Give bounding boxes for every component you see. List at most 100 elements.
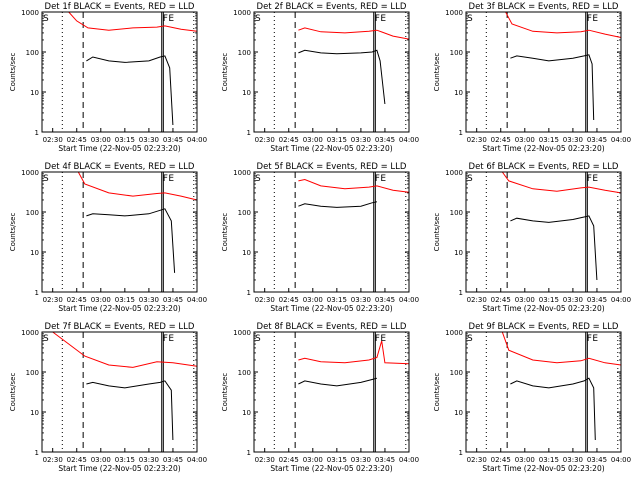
y-tick-label: 10 xyxy=(454,409,463,417)
x-tick-label: 04:00 xyxy=(399,136,419,144)
y-tick-label: 1000 xyxy=(233,169,251,177)
series-line-lld xyxy=(298,27,410,40)
marker-f-label: F xyxy=(163,174,168,184)
y-tick-label: 100 xyxy=(450,369,463,377)
x-axis-label: Start Time (22-Nov-05 02:23:20) xyxy=(482,304,604,313)
x-tick-label: 03:00 xyxy=(515,456,535,464)
x-tick-label: 02:45 xyxy=(279,456,299,464)
series-line-events xyxy=(86,55,174,126)
marker-f-label: F xyxy=(587,334,592,344)
series-line-lld xyxy=(501,331,622,366)
x-tick-label: 02:45 xyxy=(67,296,87,304)
detector-panel-8: Det 8f BLACK = Events, RED = LLD 1 10 100 10… xyxy=(221,322,419,473)
y-axis-label: Counts/sec xyxy=(221,213,229,252)
series-line-lld xyxy=(77,171,198,201)
y-tick-label: 1 xyxy=(35,449,39,457)
marker-e-label: E xyxy=(168,334,174,344)
y-tick-label: 1 xyxy=(459,449,463,457)
x-tick-label: 03:30 xyxy=(563,136,583,144)
series-line-events xyxy=(86,380,174,441)
x-tick-label: 04:00 xyxy=(611,296,631,304)
x-axis-label: Start Time (22-Nov-05 02:23:20) xyxy=(58,144,180,153)
y-tick-label: 1 xyxy=(459,129,463,137)
panel-title: Det 1f BLACK = Events, RED = LLD xyxy=(45,2,195,12)
marker-e-label: E xyxy=(592,14,598,24)
x-axis-label: Start Time (22-Nov-05 02:23:20) xyxy=(270,304,392,313)
y-tick-label: 1 xyxy=(459,289,463,297)
series-line-lld xyxy=(298,178,410,193)
y-tick-label: 10 xyxy=(454,89,463,97)
marker-e-label: E xyxy=(592,174,598,184)
marker-s-label: S xyxy=(255,14,261,24)
x-tick-label: 03:45 xyxy=(587,136,607,144)
series-line-lld xyxy=(505,11,622,38)
x-tick-label: 02:30 xyxy=(467,296,487,304)
y-tick-label: 1 xyxy=(247,129,251,137)
y-tick-label: 1000 xyxy=(233,9,251,17)
y-tick-label: 10 xyxy=(242,89,251,97)
y-tick-label: 10 xyxy=(30,249,39,257)
x-tick-label: 03:15 xyxy=(115,136,135,144)
x-tick-label: 03:45 xyxy=(587,456,607,464)
marker-e-label: E xyxy=(380,334,386,344)
x-tick-label: 03:30 xyxy=(139,456,159,464)
plot-frame xyxy=(41,331,198,453)
marker-s-label: S xyxy=(255,334,261,344)
y-axis-label: Counts/sec xyxy=(9,373,17,412)
marker-f-label: F xyxy=(587,14,592,24)
x-tick-label: 03:15 xyxy=(115,456,135,464)
y-tick-label: 100 xyxy=(450,209,463,217)
x-tick-label: 03:30 xyxy=(351,136,371,144)
plot-frame xyxy=(253,11,410,133)
series-line-events xyxy=(298,377,378,387)
y-tick-label: 100 xyxy=(450,49,463,57)
marker-s-label: S xyxy=(467,334,473,344)
x-tick-label: 03:00 xyxy=(515,296,535,304)
x-tick-label: 04:00 xyxy=(187,296,207,304)
x-tick-label: 02:45 xyxy=(67,456,87,464)
plot-frame xyxy=(465,11,622,133)
x-tick-label: 02:30 xyxy=(467,136,487,144)
y-tick-label: 10 xyxy=(242,409,251,417)
marker-f-label: F xyxy=(587,174,592,184)
detector-panel-2: Det 2f BLACK = Events, RED = LLD 1 10 100 10… xyxy=(221,2,419,153)
x-tick-label: 03:00 xyxy=(91,296,111,304)
detector-panel-5: Det 5f BLACK = Events, RED = LLD 1 10 100 10… xyxy=(221,162,419,313)
x-tick-label: 02:45 xyxy=(279,296,299,304)
x-tick-label: 04:00 xyxy=(187,136,207,144)
y-tick-label: 1000 xyxy=(445,169,463,177)
marker-e-label: E xyxy=(168,14,174,24)
x-axis-label: Start Time (22-Nov-05 02:23:20) xyxy=(58,464,180,473)
marker-s-label: S xyxy=(255,174,261,184)
x-tick-label: 03:30 xyxy=(563,296,583,304)
x-tick-label: 03:30 xyxy=(351,456,371,464)
x-tick-label: 03:15 xyxy=(327,296,347,304)
marker-e-label: E xyxy=(380,174,386,184)
x-tick-label: 02:30 xyxy=(255,136,275,144)
x-tick-label: 03:00 xyxy=(303,456,323,464)
detector-panel-7: Det 7f BLACK = Events, RED = LLD 1 10 100 10… xyxy=(9,322,207,473)
x-axis-label: Start Time (22-Nov-05 02:23:20) xyxy=(58,304,180,313)
y-tick-label: 10 xyxy=(242,249,251,257)
x-tick-label: 02:30 xyxy=(467,456,487,464)
y-tick-label: 1 xyxy=(35,129,39,137)
x-tick-label: 03:00 xyxy=(91,456,111,464)
y-tick-label: 10 xyxy=(30,409,39,417)
y-tick-label: 1000 xyxy=(21,329,39,337)
y-tick-label: 10 xyxy=(454,249,463,257)
y-tick-label: 1000 xyxy=(21,9,39,17)
x-tick-label: 04:00 xyxy=(399,296,419,304)
y-tick-label: 100 xyxy=(26,209,39,217)
y-tick-label: 1 xyxy=(35,289,39,297)
y-tick-label: 100 xyxy=(26,49,39,57)
plot-frame xyxy=(465,171,622,293)
x-tick-label: 03:45 xyxy=(375,296,395,304)
y-tick-label: 100 xyxy=(238,49,251,57)
x-tick-label: 04:00 xyxy=(611,456,631,464)
y-axis-label: Counts/sec xyxy=(221,53,229,92)
x-tick-label: 03:15 xyxy=(539,136,559,144)
x-tick-label: 03:15 xyxy=(539,296,559,304)
marker-e-label: E xyxy=(380,14,386,24)
x-axis-label: Start Time (22-Nov-05 02:23:20) xyxy=(482,144,604,153)
marker-s-label: S xyxy=(43,14,49,24)
